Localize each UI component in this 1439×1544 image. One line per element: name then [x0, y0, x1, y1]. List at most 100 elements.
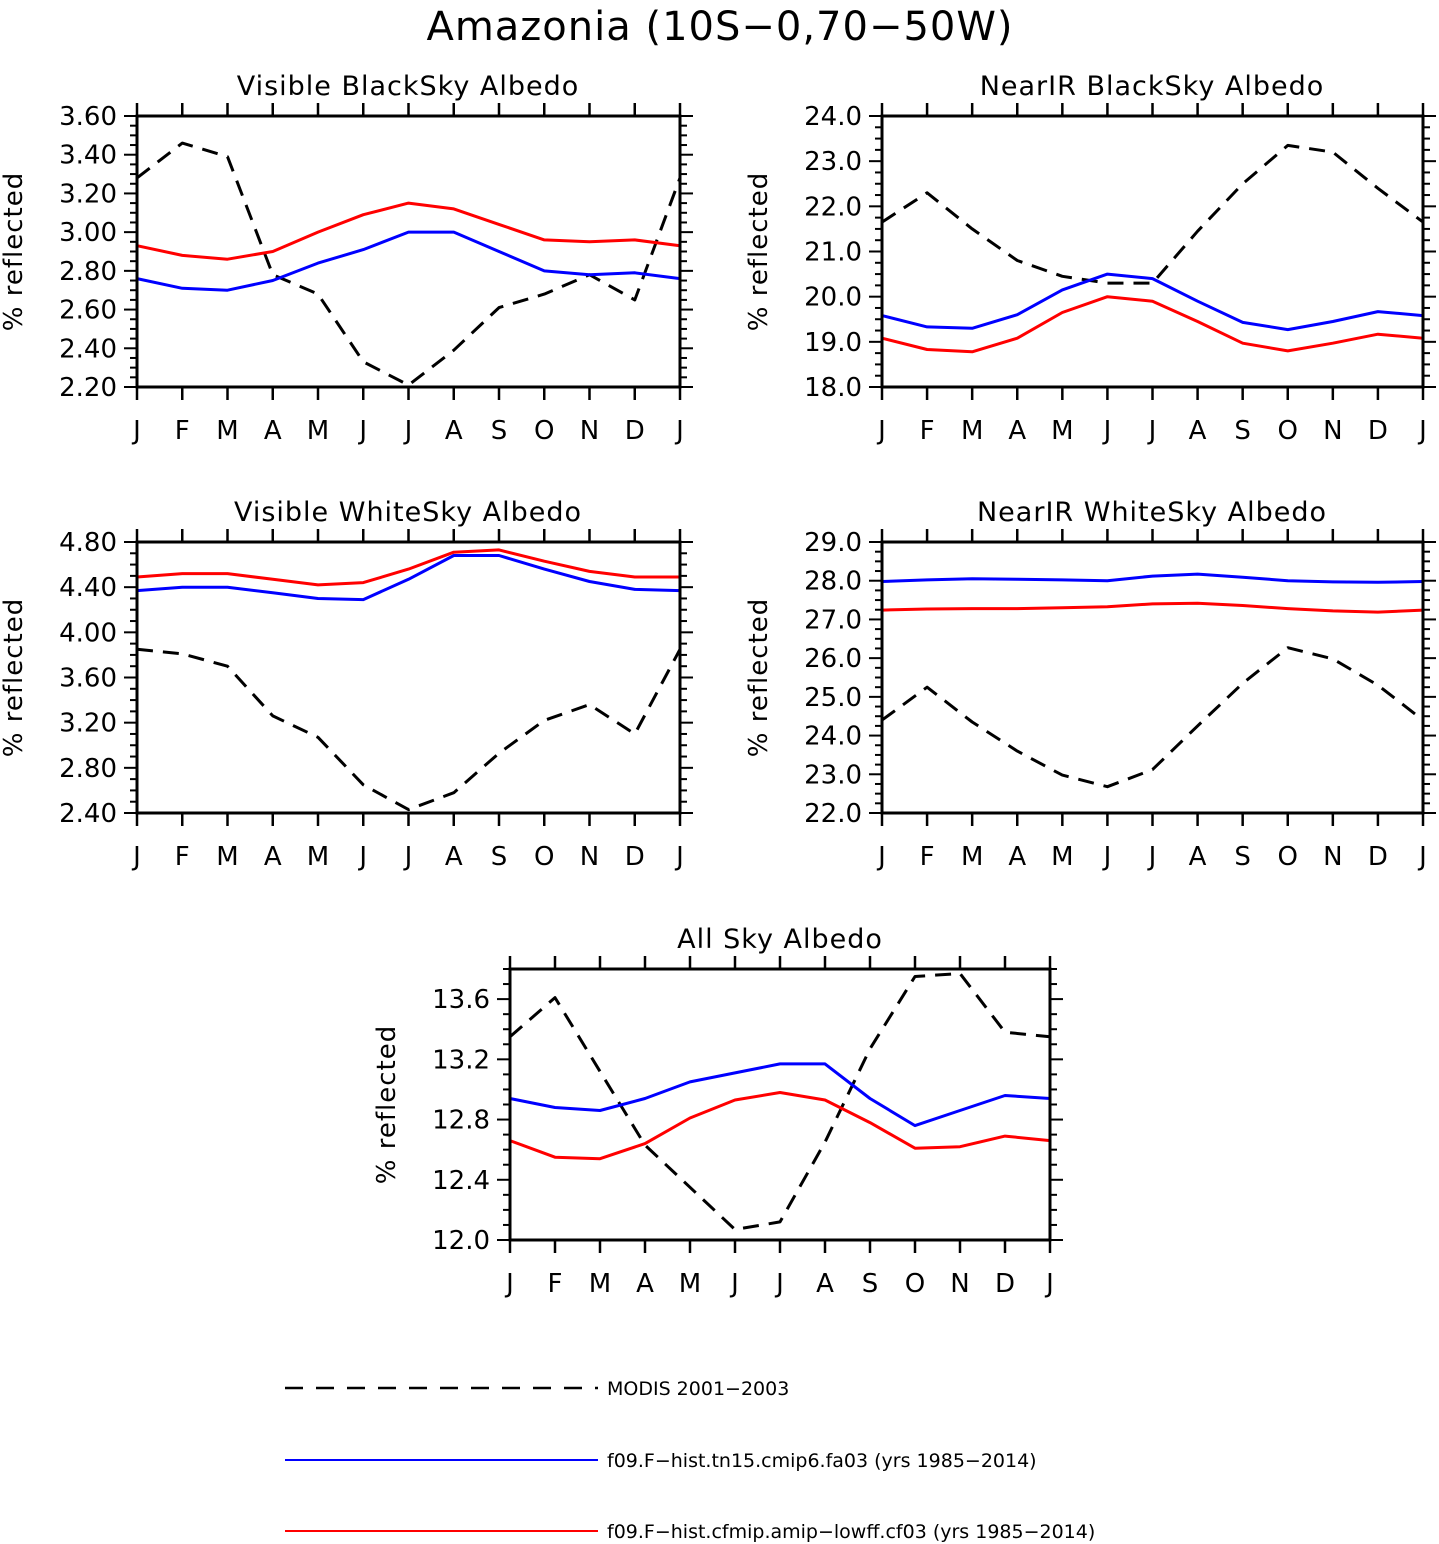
- x-tick-label: M: [1051, 416, 1073, 446]
- x-tick-label: A: [1189, 842, 1207, 872]
- legend-item-modis: MODIS 2001−2003: [285, 1378, 789, 1400]
- x-tick-label: J: [403, 416, 413, 446]
- x-tick-label: J: [1147, 842, 1157, 872]
- x-tick-label: J: [357, 416, 367, 446]
- y-tick-label: 4.40: [59, 573, 117, 603]
- y-tick-label: 2.20: [59, 373, 117, 403]
- legend-item-red: f09.F−hist.cfmip.amip−lowff.cf03 (yrs 19…: [285, 1521, 1095, 1543]
- y-tick-label: 3.60: [59, 664, 117, 694]
- y-tick-label: 13.2: [432, 1045, 490, 1075]
- y-tick-label: 3.00: [59, 218, 117, 248]
- series-line-modis: [136, 647, 682, 812]
- series-line-blue: [881, 272, 1424, 332]
- plot-frame: [135, 114, 682, 389]
- x-tick-label: F: [548, 1269, 563, 1299]
- x-tick-label: A: [445, 842, 463, 872]
- x-tick-label: J: [674, 416, 684, 446]
- x-tick-label: A: [264, 416, 282, 446]
- series-line-blue: [136, 554, 681, 602]
- series-line-red: [509, 1091, 1051, 1161]
- x-tick-label: F: [920, 416, 935, 446]
- y-tick-label: 12.8: [432, 1106, 490, 1136]
- x-tick-label: A: [1189, 416, 1207, 446]
- x-tick-label: S: [491, 416, 508, 446]
- panel-title: Visible BlackSky Albedo: [237, 71, 580, 102]
- panel-title: All Sky Albedo: [677, 924, 883, 955]
- legend-item-blue: f09.F−hist.tn15.cmip6.fa03 (yrs 1985−201…: [285, 1450, 1037, 1472]
- y-tick-label: 20.0: [804, 283, 862, 313]
- series-line-modis: [881, 646, 1424, 789]
- series-line-red: [881, 601, 1424, 614]
- plot-frame: [880, 114, 1425, 389]
- x-tick-label: N: [950, 1269, 969, 1299]
- y-tick-label: 3.40: [59, 141, 117, 171]
- x-tick-label: A: [445, 416, 463, 446]
- x-tick-label: J: [876, 416, 886, 446]
- x-tick-label: D: [1368, 416, 1388, 446]
- y-tick-label: 2.80: [59, 257, 117, 287]
- x-tick-label: N: [580, 842, 599, 872]
- y-tick-label: 21.0: [804, 238, 862, 268]
- x-tick-label: F: [175, 842, 190, 872]
- y-tick-label: 23.0: [804, 147, 862, 177]
- y-axis-label: % reflected: [744, 172, 774, 331]
- y-tick-label: 4.80: [59, 528, 117, 558]
- y-tick-label: 2.80: [59, 754, 117, 784]
- legend-label: f09.F−hist.tn15.cmip6.fa03 (yrs 1985−201…: [607, 1450, 1037, 1472]
- x-tick-label: D: [1368, 842, 1388, 872]
- x-tick-label: J: [729, 1269, 739, 1299]
- x-tick-label: J: [504, 1269, 514, 1299]
- y-tick-label: 2.40: [59, 334, 117, 364]
- x-tick-label: F: [920, 842, 935, 872]
- series-line-modis: [881, 143, 1424, 285]
- x-tick-label: O: [1278, 416, 1298, 446]
- y-tick-label: 2.60: [59, 296, 117, 326]
- y-tick-label: 3.60: [59, 102, 117, 132]
- x-tick-label: A: [1008, 416, 1026, 446]
- x-tick-label: N: [1323, 842, 1342, 872]
- x-tick-label: J: [1102, 842, 1112, 872]
- plot-frame: [135, 540, 682, 815]
- y-tick-label: 13.6: [432, 985, 490, 1015]
- x-tick-label: S: [1234, 842, 1251, 872]
- legend: MODIS 2001−2003 f09.F−hist.tn15.cmip6.fa0…: [285, 1378, 1095, 1543]
- y-tick-label: 25.0: [804, 683, 862, 713]
- x-tick-label: J: [131, 842, 141, 872]
- y-tick-label: 22.0: [804, 799, 862, 829]
- y-tick-label: 29.0: [804, 528, 862, 558]
- x-tick-label: J: [1044, 1269, 1054, 1299]
- y-axis-label: % reflected: [744, 598, 774, 757]
- legend-label: MODIS 2001−2003: [607, 1378, 789, 1400]
- x-tick-label: J: [131, 416, 141, 446]
- y-tick-label: 19.0: [804, 328, 862, 358]
- x-tick-label: A: [264, 842, 282, 872]
- x-tick-label: J: [674, 842, 684, 872]
- x-tick-label: M: [679, 1269, 701, 1299]
- x-tick-label: F: [175, 416, 190, 446]
- x-tick-label: N: [580, 416, 599, 446]
- x-tick-label: M: [216, 842, 238, 872]
- legend-label: f09.F−hist.cfmip.amip−lowff.cf03 (yrs 19…: [607, 1521, 1095, 1543]
- x-tick-label: J: [1102, 416, 1112, 446]
- plot-frame: [508, 967, 1052, 1242]
- y-axis-label: % reflected: [0, 598, 29, 757]
- y-tick-label: 12.4: [432, 1166, 490, 1196]
- x-tick-label: S: [862, 1269, 879, 1299]
- y-tick-label: 12.0: [432, 1226, 490, 1256]
- x-tick-label: M: [307, 842, 329, 872]
- y-tick-label: 28.0: [804, 567, 862, 597]
- y-tick-label: 3.20: [59, 179, 117, 209]
- x-tick-label: O: [534, 842, 554, 872]
- x-tick-label: O: [1278, 842, 1298, 872]
- x-tick-label: M: [961, 842, 983, 872]
- x-tick-label: M: [307, 416, 329, 446]
- x-tick-label: N: [1323, 416, 1342, 446]
- y-tick-label: 24.0: [804, 722, 862, 752]
- plot-frame: [880, 540, 1425, 815]
- x-tick-label: J: [1417, 842, 1427, 872]
